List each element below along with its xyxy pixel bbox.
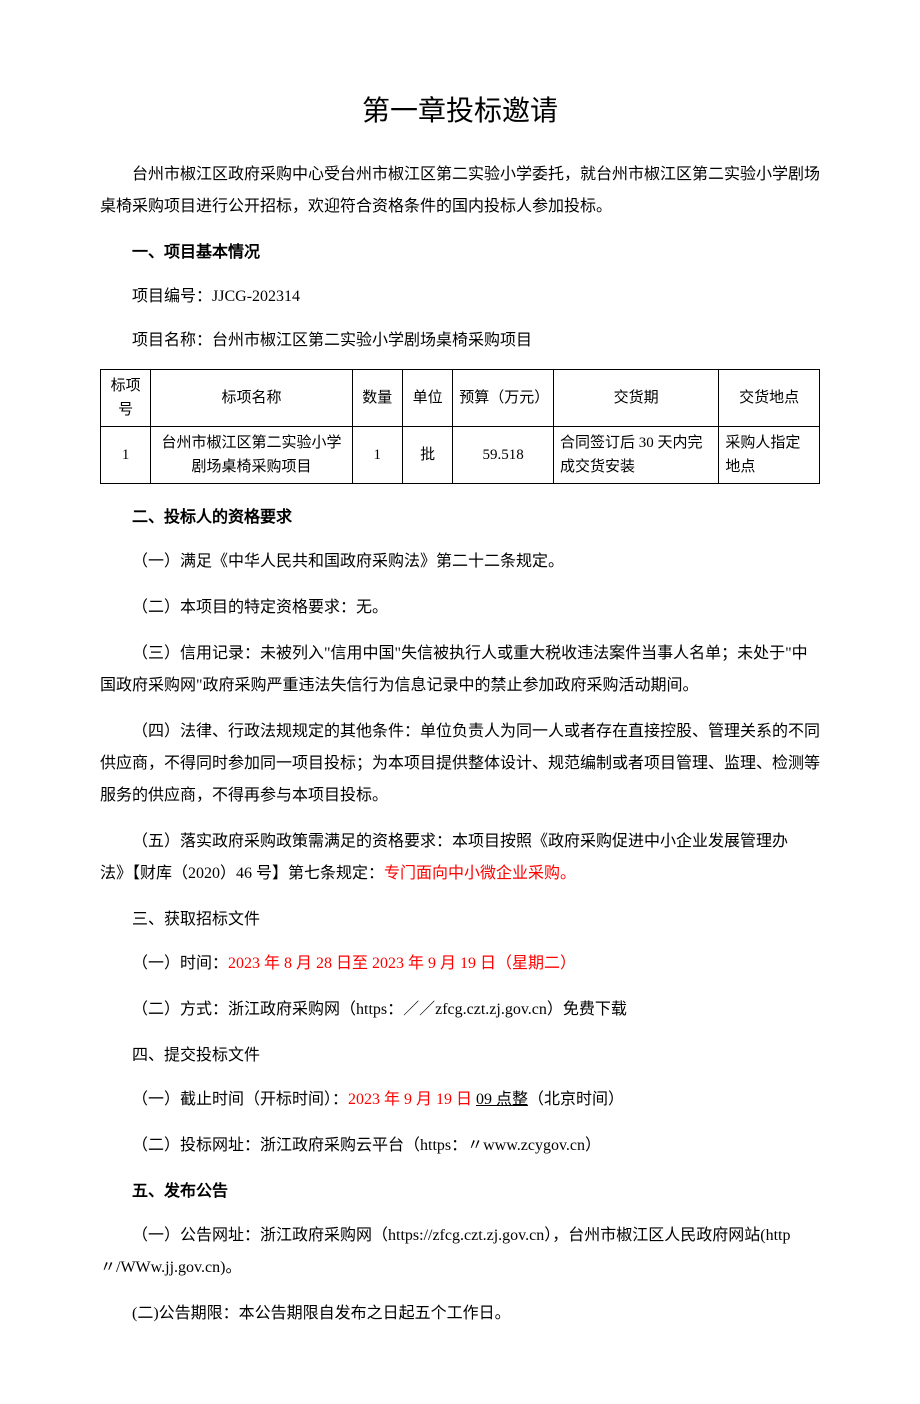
chapter-title: 第一章投标邀请 <box>100 90 820 135</box>
section2-item5: （五）落实政府采购政策需满足的资格要求：本项目按照《政府采购促进中小企业发展管理… <box>100 826 820 890</box>
section2-item2: （二）本项目的特定资格要求：无。 <box>100 592 820 624</box>
header-bid-name: 标项名称 <box>151 369 352 426</box>
cell-qty: 1 <box>352 426 402 483</box>
section2-header: 二、投标人的资格要求 <box>100 502 820 534</box>
section3-item1: （一）时间：2023 年 8 月 28 日至 2023 年 9 月 19 日（星… <box>100 948 820 980</box>
bid-items-table: 标项号 标项名称 数量 单位 预算（万元） 交货期 交货地点 1 台州市椒江区第… <box>100 369 820 484</box>
project-no-value: JJCG-202314 <box>212 288 300 305</box>
section3-item1-red: 2023 年 8 月 28 日至 2023 年 9 月 19 日（星期二） <box>228 955 576 972</box>
table-header-row: 标项号 标项名称 数量 单位 预算（万元） 交货期 交货地点 <box>101 369 820 426</box>
cell-bid-no: 1 <box>101 426 151 483</box>
section4-item1: （一）截止时间（开标时间）：2023 年 9 月 19 日 09 点整（北京时间… <box>100 1084 820 1116</box>
section5-item1: （一）公告网址：浙江政府采购网（https://zfcg.czt.zj.gov.… <box>100 1220 820 1284</box>
section4-item1-red: 2023 年 9 月 19 日 <box>348 1091 476 1108</box>
intro-paragraph: 台州市椒江区政府采购中心受台州市椒江区第二实验小学委托，就台州市椒江区第二实验小… <box>100 159 820 223</box>
project-name-line: 项目名称：台州市椒江区第二实验小学剧场桌椅采购项目 <box>132 325 820 357</box>
cell-unit: 批 <box>402 426 452 483</box>
cell-budget: 59.518 <box>453 426 554 483</box>
section3-item1-prefix: （一）时间： <box>132 955 228 972</box>
section4-item1-prefix: （一）截止时间（开标时间）： <box>132 1091 348 1108</box>
header-budget: 预算（万元） <box>453 369 554 426</box>
project-number-line: 项目编号：JJCG-202314 <box>132 281 820 313</box>
section4-header: 四、提交投标文件 <box>132 1040 820 1072</box>
section5-item2: (二)公告期限：本公告期限自发布之日起五个工作日。 <box>100 1298 820 1330</box>
table-row: 1 台州市椒江区第二实验小学剧场桌椅采购项目 1 批 59.518 合同签订后 … <box>101 426 820 483</box>
section5-header: 五、发布公告 <box>132 1176 820 1208</box>
section2-item4: （四）法律、行政法规规定的其他条件：单位负责人为同一人或者存在直接控股、管理关系… <box>100 716 820 812</box>
header-location: 交货地点 <box>719 369 820 426</box>
section4-item1-suffix: （北京时间） <box>528 1091 624 1108</box>
section2-item1: （一）满足《中华人民共和国政府采购法》第二十二条规定。 <box>100 546 820 578</box>
header-unit: 单位 <box>402 369 452 426</box>
cell-location: 采购人指定地点 <box>719 426 820 483</box>
header-qty: 数量 <box>352 369 402 426</box>
section2-item3: （三）信用记录：未被列入"信用中国"失信被执行人或重大税收违法案件当事人名单；未… <box>100 638 820 702</box>
section2-item5-red: 专门面向中小微企业采购。 <box>384 865 576 882</box>
header-bid-no: 标项号 <box>101 369 151 426</box>
section3-header: 三、获取招标文件 <box>132 904 820 936</box>
header-delivery: 交货期 <box>553 369 718 426</box>
cell-delivery: 合同签订后 30 天内完成交货安装 <box>553 426 718 483</box>
cell-bid-name: 台州市椒江区第二实验小学剧场桌椅采购项目 <box>151 426 352 483</box>
section3-item2: （二）方式：浙江政府采购网（https：／／zfcg.czt.zj.gov.cn… <box>100 994 820 1026</box>
section4-item2: （二）投标网址：浙江政府采购云平台（https：〃www.zcygov.cn） <box>100 1130 820 1162</box>
project-no-label: 项目编号： <box>132 288 212 305</box>
section1-header: 一、项目基本情况 <box>100 237 820 269</box>
section4-item1-underline: 09 点整 <box>476 1091 528 1108</box>
